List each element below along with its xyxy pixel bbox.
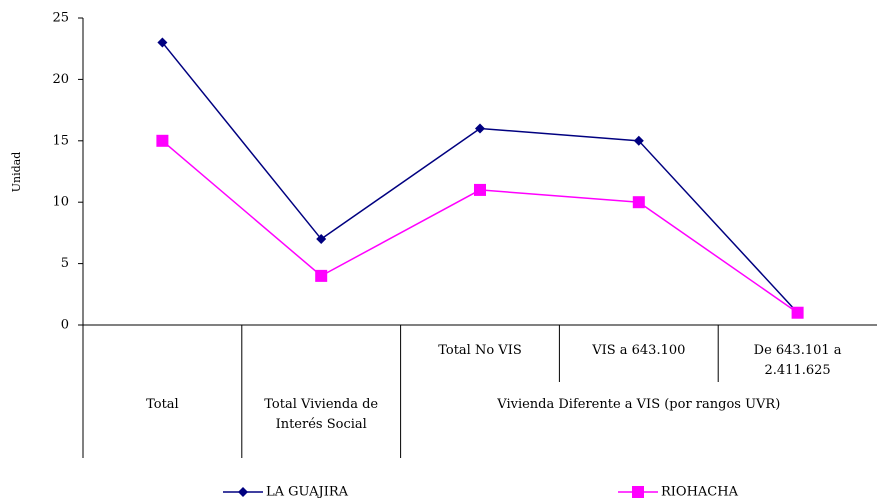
y-tick-label: 15 (52, 133, 69, 148)
point (157, 37, 168, 48)
point (791, 306, 804, 319)
point (474, 183, 486, 196)
y-axis-label: Unidad (10, 152, 23, 193)
series-line (161, 42, 799, 314)
legend-label: RIOHACHA (661, 485, 739, 500)
x-tick-label: Total No VIS (438, 343, 522, 358)
point (633, 135, 644, 146)
y-tick-label: 5 (61, 256, 69, 271)
y-tick-label: 0 (61, 318, 69, 333)
x-group-label: Vivienda Diferente a VIS (por rangos UVR… (497, 397, 781, 412)
x-tick-label: Total Vivienda de Interés Social (264, 397, 379, 432)
legend-label: LA GUAJIRA (266, 485, 349, 500)
y-tick-label: 20 (52, 72, 69, 87)
legend-marker (238, 487, 248, 497)
point (156, 134, 169, 147)
x-tick-label: De 643.101 a 2.411.625 (753, 343, 842, 378)
x-tick-label: Total (146, 397, 179, 412)
point (315, 269, 328, 282)
point (316, 234, 327, 245)
point (475, 123, 485, 134)
x-tick-label: VIS a 643.100 (592, 343, 686, 358)
series-line (161, 140, 799, 314)
legend-marker (632, 486, 644, 498)
y-tick-label: 10 (52, 195, 69, 210)
y-tick-label: 25 (52, 11, 69, 26)
point (632, 196, 645, 209)
